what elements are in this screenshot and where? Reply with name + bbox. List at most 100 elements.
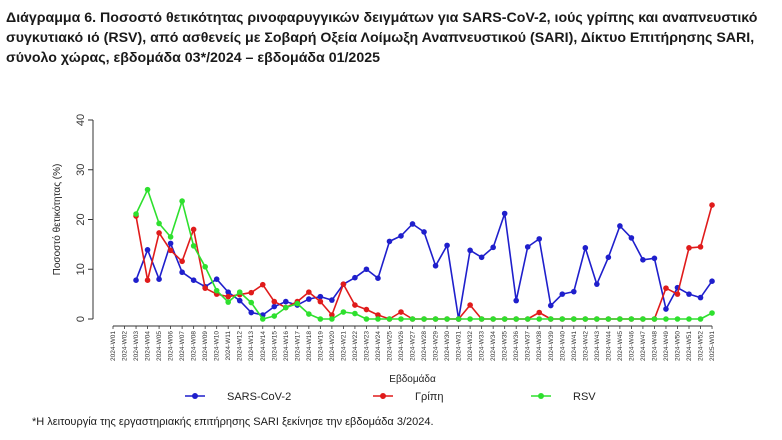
legend-swatch-dot [192, 393, 198, 399]
data-point [536, 309, 543, 316]
x-tick-label: 2024-W41 [571, 331, 578, 361]
data-point [248, 289, 255, 296]
data-point [432, 262, 439, 269]
data-point [375, 312, 381, 318]
data-point [202, 263, 208, 270]
x-tick-label: 2024-W47 [640, 331, 647, 361]
data-point [524, 244, 531, 250]
data-point [329, 312, 335, 318]
x-tick-label: 2024-W16 [283, 331, 290, 361]
series-line [135, 188, 713, 320]
x-tick-label: 2024-W17 [294, 331, 301, 361]
data-point [179, 258, 185, 265]
data-point [536, 236, 543, 242]
data-point [363, 266, 370, 273]
data-point [501, 316, 508, 322]
data-point [709, 278, 715, 284]
x-tick-label: 2024-W33 [479, 331, 486, 361]
x-tick-label: 2024-W35 [502, 331, 509, 361]
data-point [179, 269, 185, 276]
data-point [490, 316, 496, 322]
legend-swatch-dot [538, 393, 544, 399]
data-point [398, 233, 404, 239]
x-tick-label: 2024-W51 [686, 331, 693, 361]
x-tick-label: 2024-W08 [191, 331, 198, 361]
data-point [524, 316, 531, 322]
data-point [421, 316, 427, 322]
y-tick-label: 0 [75, 316, 87, 322]
data-point [225, 293, 231, 300]
data-point [409, 221, 416, 227]
data-point [202, 285, 208, 291]
chart-title: Διάγραμμα 6. Ποσοστό θετικότητας ρινοφαρ… [6, 10, 758, 66]
x-tick-label: 2024-W36 [513, 331, 520, 361]
x-tick-label: 2024-W06 [168, 331, 175, 361]
data-point [248, 309, 255, 316]
data-point [352, 310, 358, 317]
x-tick-label: 2024-W25 [386, 331, 393, 361]
x-tick-label: 2024-W43 [594, 331, 601, 361]
x-tick-label: 2024-W18 [306, 331, 313, 361]
data-point [628, 235, 635, 241]
data-point [490, 244, 496, 251]
x-tick-label: 2024-W40 [559, 331, 566, 361]
data-point [259, 316, 266, 322]
x-tick-label: 2024-W45 [617, 331, 624, 361]
series-2 [133, 186, 715, 322]
x-tick-label: 2024-W27 [410, 331, 417, 361]
data-point [167, 247, 174, 254]
data-point [513, 316, 519, 322]
data-point [236, 297, 243, 304]
data-point [363, 306, 370, 313]
data-point [686, 245, 692, 251]
data-point [697, 294, 704, 301]
data-point [421, 229, 427, 235]
x-tick-label: 2024-W03 [133, 331, 140, 361]
data-point [571, 288, 577, 295]
data-point [582, 316, 589, 322]
x-tick-label: 2024-W38 [536, 331, 543, 361]
data-point [271, 303, 278, 310]
x-tick-label: 2024-W12 [237, 331, 244, 361]
x-tick-label: 2024-W50 [674, 331, 681, 361]
x-tick-label: 2024-W30 [444, 331, 451, 361]
data-point [674, 316, 681, 322]
legend-item: SARS-CoV-2 [185, 391, 291, 403]
data-point [409, 316, 416, 322]
x-tick-label: 2024-W52 [698, 331, 705, 361]
legend-label: RSV [573, 391, 596, 403]
x-tick-label: 2024-W09 [202, 331, 209, 361]
data-point [617, 223, 623, 229]
data-point [271, 313, 278, 319]
data-point [686, 316, 692, 322]
data-point [467, 316, 473, 322]
data-point [213, 276, 220, 283]
y-tick-label: 30 [75, 164, 87, 176]
y-axis-label: Ποσοστό θετικότητας (%) [51, 164, 63, 276]
data-point [651, 316, 658, 322]
data-point [306, 311, 312, 317]
x-tick-label: 2024-W21 [340, 331, 347, 361]
data-point [547, 316, 554, 322]
data-point [213, 287, 220, 294]
data-point [144, 247, 151, 253]
data-point [697, 244, 704, 250]
data-point [386, 316, 393, 322]
x-tick-label: 2024-W14 [260, 331, 267, 361]
x-tick-label: 2024-W22 [352, 331, 359, 361]
x-tick-label: 2024-W26 [398, 331, 405, 361]
data-point [179, 198, 185, 204]
data-point [663, 306, 669, 312]
x-tick-label: 2024-W31 [456, 331, 463, 361]
legend-swatch-dot [380, 393, 386, 399]
data-point [133, 277, 139, 283]
data-point [317, 298, 324, 305]
data-point [628, 316, 635, 322]
data-point [594, 316, 600, 322]
data-point [144, 277, 151, 283]
legend-item: RSV [531, 391, 596, 403]
y-tick-label: 40 [75, 114, 87, 126]
data-point [329, 316, 335, 322]
x-tick-label: 2024-W28 [421, 331, 428, 361]
